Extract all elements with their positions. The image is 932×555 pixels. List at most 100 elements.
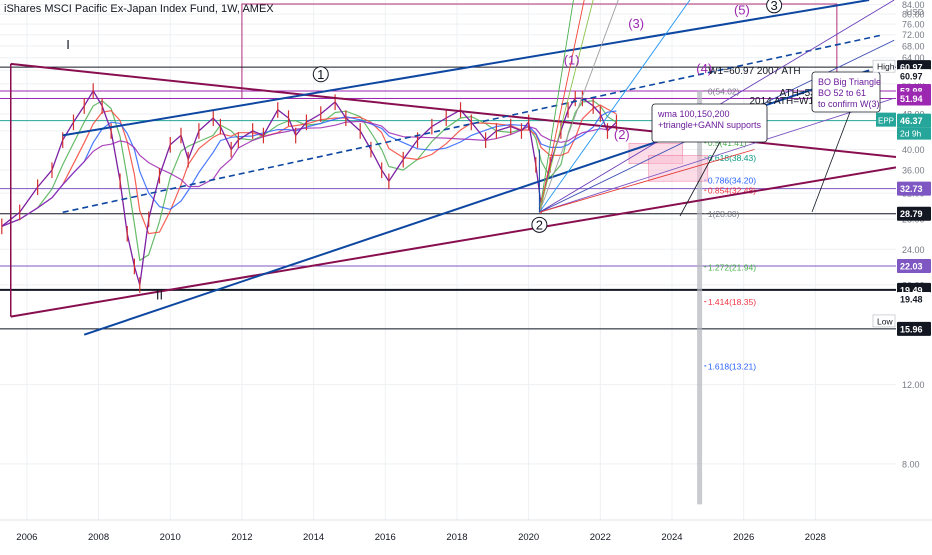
wave-label: (2) — [614, 127, 630, 142]
y-tick-label: 40.00 — [902, 145, 925, 155]
price-tag-text: 32.73 — [900, 184, 923, 194]
wave-label-text: (2) — [614, 127, 630, 142]
gann-fan-ray — [538, 0, 585, 213]
price-tag — [897, 206, 931, 221]
wave-label: 2 — [531, 216, 548, 233]
gann-fan-ray — [539, 97, 895, 213]
price-tag-text: 53.98 — [900, 86, 923, 96]
y-tick-label: 84.00 — [902, 0, 925, 10]
price-tag — [897, 69, 931, 84]
wave-label-text: II — [156, 287, 163, 302]
price-tag-text: 19.49 — [900, 285, 923, 295]
wave-label-circle — [766, 0, 783, 14]
countdown-tag — [897, 127, 931, 140]
x-tick-label: 2022 — [590, 532, 611, 543]
x-tick-label: 2010 — [160, 532, 181, 543]
x-tick-label: 2014 — [303, 532, 324, 543]
fib-label: 0.786(34.20) — [708, 176, 756, 186]
horizontal-levels — [0, 66, 896, 330]
fib-label: 1.272(21.94) — [708, 262, 756, 272]
fib-label: 1.414(18.35) — [708, 297, 756, 307]
gann-fan-ray — [538, 0, 619, 213]
annotation-text: W1=60.97 2007 ATH — [708, 66, 800, 77]
wave-label-text: 2 — [536, 217, 543, 232]
x-tick-label: 2026 — [733, 532, 754, 543]
wave-label-circle — [312, 66, 329, 83]
zone-box-3 — [648, 155, 709, 182]
fib-label: 0.5(41.41) — [708, 138, 747, 148]
callout-pointer — [811, 111, 851, 213]
y-tick-label: 8.00 — [902, 459, 920, 469]
callout-text: +triangle+GANN supports — [658, 120, 762, 130]
fib-label: 0(54.02) — [708, 86, 740, 96]
wave-label: 3 — [766, 0, 783, 14]
symbol-tag — [876, 112, 896, 127]
callout-background — [811, 71, 881, 113]
fib-label: 1.618(13.21) — [708, 361, 756, 371]
level-tag — [872, 314, 896, 328]
y-tick-label: 24.00 — [902, 245, 925, 255]
wave-label: (4) — [696, 61, 712, 76]
gann-fan-ray — [539, 149, 755, 213]
annotation-text: 2014 ATH=W1=52 — [749, 96, 831, 107]
x-tick-label: 2018 — [446, 532, 467, 543]
level-tag-text: High — [877, 62, 895, 72]
gann-fan-ray — [538, 0, 594, 213]
wave-label: (5) — [734, 3, 750, 18]
callout-text: wma 100,150,200 — [657, 109, 730, 119]
wave-label: I — [66, 37, 70, 52]
wave-label: II — [156, 287, 163, 302]
price-tag-text: 51.94 — [900, 94, 923, 104]
price-tag — [897, 181, 931, 196]
fib-label: 0.854(32.48) — [708, 186, 756, 196]
price-tag-text: 60.97 — [900, 63, 923, 73]
gann-fan-ray — [538, 0, 574, 213]
wave-label-text: (5) — [734, 3, 750, 18]
x-tick-label: 2012 — [231, 532, 252, 543]
y-tick-label: 72.00 — [902, 30, 925, 40]
trendline-triangle-lower — [10, 166, 897, 318]
fib-label: 0.618(38.43) — [708, 153, 756, 163]
price-tag — [897, 292, 931, 307]
y-tick-label: 80.00 — [902, 10, 925, 20]
trendline-channel-top — [62, 0, 870, 137]
price-tag — [897, 321, 931, 336]
fib-vertical-bar — [697, 90, 703, 505]
x-axis: 2006 2008 2010 2012 2014 2016 2018 2020 2022 2024… — [0, 519, 932, 550]
chart-title: iShares MSCI Pacific Ex-Japan Index Fund… — [4, 3, 274, 15]
y-tick-label: 68.00 — [902, 41, 925, 51]
wave-label-text: 1 — [317, 67, 324, 82]
x-axis-background — [0, 520, 932, 550]
fib-label: 1(28.80) — [708, 209, 740, 219]
countdown-tag-text: 2d 9h — [900, 129, 922, 139]
level-tag — [872, 59, 896, 73]
plot-background — [0, 0, 896, 520]
callout-text: BO 52 to 61 — [818, 88, 866, 98]
x-tick-label: 2020 — [518, 532, 539, 543]
price-tag-text: 19.48 — [900, 295, 923, 305]
annotation-text: ATH=53.90 — [780, 88, 831, 99]
price-tag — [897, 258, 931, 273]
x-tick-label: 2016 — [375, 532, 396, 543]
x-tick-label: 2006 — [16, 532, 37, 543]
callout-pointer — [679, 141, 721, 217]
price-tag-text: 22.03 — [900, 261, 923, 271]
callout-background — [651, 103, 768, 143]
wave-label-text: (4) — [696, 61, 712, 76]
price-tag-text: 46.37 — [900, 116, 923, 126]
gann-fan-ray — [539, 0, 691, 213]
x-tick-label: 2028 — [805, 532, 826, 543]
callout-box: wma 100,150,200+triangle+GANN supports — [651, 103, 768, 217]
price-tag-text: 60.97 — [900, 72, 923, 82]
price-tag-text: 28.79 — [900, 209, 923, 219]
y-tick-label: 64.00 — [902, 53, 925, 63]
callout-text: BO Big Triangle — [818, 77, 881, 87]
wave-label-text: I — [66, 37, 70, 52]
wave-label-text: (3) — [628, 16, 644, 31]
y-tick-label: 12.00 — [902, 380, 925, 390]
price-tag — [897, 113, 931, 128]
